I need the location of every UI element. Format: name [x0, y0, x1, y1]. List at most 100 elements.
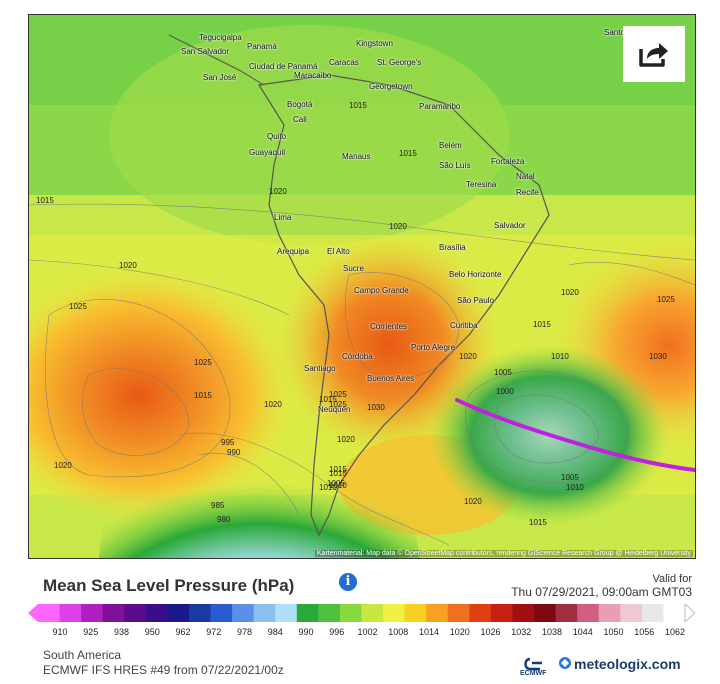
city-label: St. George's	[377, 58, 422, 67]
scale-tick-label: 938	[113, 627, 130, 637]
scale-tip-right	[684, 604, 695, 622]
scale-segment	[59, 604, 82, 622]
city-label: Arequipa	[277, 247, 310, 256]
isobar-label: 1020	[464, 497, 482, 506]
city-label: Salvador	[494, 221, 526, 230]
city-label: São Luís	[439, 161, 471, 170]
isobar-label: 1000	[496, 387, 514, 396]
isobar-label: 1025	[657, 295, 675, 304]
map-attribution: Kartenmaterial: Map data © OpenStreetMap…	[314, 550, 693, 557]
scale-tick-label: 1038	[541, 627, 563, 637]
scale-tick-label: 1026	[480, 627, 501, 637]
scale-tick-label: 1002	[357, 627, 378, 637]
valid-for-label: Valid for	[652, 573, 692, 585]
scale-segment	[102, 604, 125, 622]
scale-tick-label: 972	[206, 627, 222, 637]
isobar-label: 1020	[459, 352, 477, 361]
isobar-label: 1015	[319, 395, 337, 404]
scale-tick-label: 1056	[634, 627, 655, 637]
city-label: Guayaquil	[249, 148, 286, 157]
isobar-label: 1010	[319, 483, 337, 492]
isobar-label: 1005	[494, 368, 512, 377]
meteologix-brand[interactable]: meteologix.com	[574, 656, 681, 672]
share-button[interactable]	[623, 26, 685, 82]
continent-outline	[258, 74, 550, 537]
isobar-label: 980	[217, 515, 231, 524]
scale-tick-label: 910	[52, 627, 68, 637]
scale-tick-label: 962	[175, 627, 191, 637]
map-canvas	[29, 15, 695, 558]
scale-segment	[38, 604, 61, 622]
scale-segment	[361, 604, 384, 622]
city-label: Kingstown	[356, 39, 393, 48]
scale-segment	[275, 604, 298, 622]
ecmwf-logo[interactable]	[520, 655, 550, 679]
scale-tick-label: 1020	[449, 627, 470, 637]
isobar-label: 1020	[389, 222, 407, 231]
city-label: Recife	[516, 188, 539, 197]
city-label: Sucre	[343, 264, 364, 273]
scale-segment	[577, 604, 600, 622]
scale-segment	[663, 604, 686, 622]
scale-segment	[512, 604, 535, 622]
meteologix-logo-icon	[559, 657, 571, 669]
scale-tick-label: 990	[298, 627, 314, 637]
isobar-label: 1005	[327, 479, 345, 488]
valid-time: Thu 07/29/2021, 09:00am GMT03	[511, 585, 692, 599]
scale-segment	[598, 604, 621, 622]
isobar-label: 1015	[329, 469, 347, 478]
isobar-label: 1020	[561, 288, 579, 297]
isobar-label: 1020	[264, 400, 282, 409]
isobar-label: 1025	[194, 358, 212, 367]
city-label: Corrientes	[370, 322, 407, 331]
scale-tick-label: 1044	[572, 627, 593, 637]
city-label: Belo Horizonte	[449, 270, 502, 279]
city-label: Georgetown	[369, 82, 413, 91]
city-label: Lima	[274, 213, 292, 222]
city-label: Neuquén	[318, 405, 351, 414]
scale-segment	[188, 604, 212, 622]
city-label: Curitiba	[450, 321, 478, 330]
city-label: Paramaribo	[419, 102, 461, 111]
scale-segment	[210, 604, 233, 622]
scale-tip-left	[28, 604, 38, 622]
scale-segment	[555, 604, 578, 622]
city-label: Buenos Aires	[367, 374, 415, 383]
isobar-label: 1020	[337, 435, 355, 444]
city-label: Maracaibo	[294, 71, 332, 80]
isobar-label: 1025	[69, 302, 87, 311]
region-label: South America	[43, 648, 122, 662]
scale-segment	[296, 604, 319, 622]
isobar-label: 1010	[566, 483, 584, 492]
scale-segment	[124, 604, 147, 622]
scale-segment	[383, 604, 406, 622]
isobar-label: 990	[227, 448, 241, 457]
pressure-map[interactable]: Tegucigalpa San Salvador San José Ciudad de…	[28, 14, 696, 559]
isobars	[29, 203, 695, 546]
scale-segment	[145, 604, 168, 622]
ecmwf-label: ECMWF	[520, 670, 547, 677]
isobar-label: 1015	[36, 196, 54, 205]
city-label: Bogotá	[287, 100, 313, 109]
share-arrow-icon	[639, 43, 668, 67]
scale-segment	[339, 604, 362, 622]
scale-segment	[167, 604, 190, 622]
scale-tick-label: 978	[236, 627, 253, 637]
isobar-label: 1030	[649, 352, 667, 361]
city-label: Natal	[516, 172, 535, 181]
isobar-label: 995	[221, 438, 235, 447]
isobar-label: 1005	[561, 473, 579, 482]
city-label: Teresina	[466, 180, 497, 189]
scale-tick-label: 1032	[511, 627, 532, 637]
info-icon[interactable]: i	[339, 573, 357, 591]
isobar-label: 1010	[329, 481, 347, 490]
scale-tick-label: 925	[83, 627, 99, 637]
isobar-label: 1015	[349, 101, 367, 110]
scale-segment	[404, 604, 427, 622]
city-label: El Alto	[327, 247, 350, 256]
color-scale	[28, 604, 695, 622]
city-label: Tegucigalpa	[199, 33, 242, 42]
isobar-label: 1025	[329, 390, 347, 399]
scale-segment	[641, 604, 664, 622]
scale-segment	[81, 604, 104, 622]
